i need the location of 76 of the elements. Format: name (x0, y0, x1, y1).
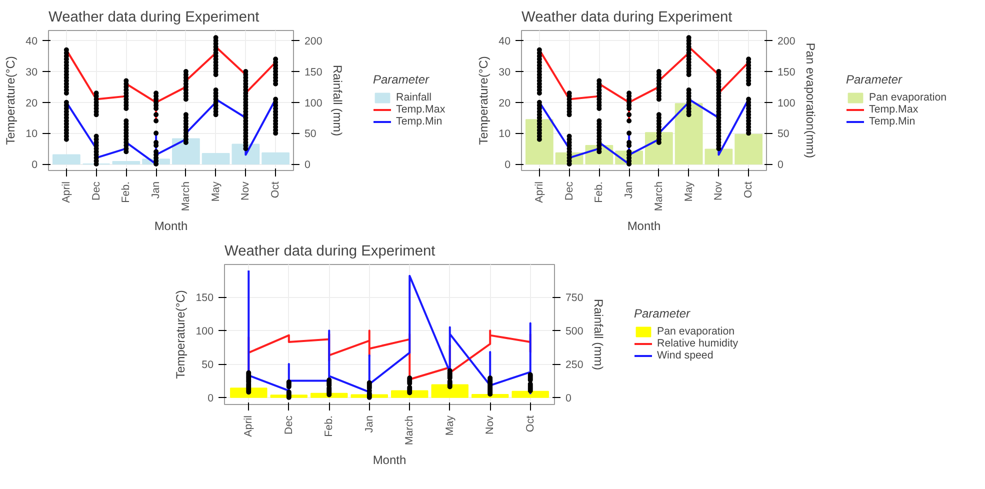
y-axis-title: Temperature(°C) (174, 290, 188, 379)
y2-tick-label: 200 (778, 36, 796, 48)
legend-label: Pan evaporation (657, 326, 735, 338)
y2-tick-label: 200 (304, 36, 322, 48)
y2-tick-label: 100 (778, 97, 796, 110)
x-tick-label: Dec (563, 180, 576, 200)
y2-axis-title: Pan evaporation(mm) (803, 42, 818, 158)
legend-label: Pan evaporation (869, 92, 947, 104)
y2-axis-title: Rainfall (mm) (591, 298, 606, 370)
legend-title: Parameter (634, 306, 692, 320)
y-tick-label: 40 (26, 36, 38, 48)
y2-tick-label: 750 (566, 292, 584, 304)
x-tick-label: Nov (240, 180, 252, 200)
y-tick-label: 10 (26, 128, 38, 140)
legend-title: Parameter (373, 72, 430, 86)
x-tick-label: Nov (484, 414, 496, 434)
x-tick-label: March (180, 181, 192, 212)
y-tick-label: 20 (26, 97, 38, 110)
x-tick-label: April (533, 181, 546, 203)
y-tick-label: 0 (208, 392, 214, 404)
legend-label: Temp.Min (869, 116, 916, 128)
chart-title: Weather data during Experiment (48, 10, 260, 26)
x-axis-title: Month (627, 219, 661, 234)
y-tick-label: 10 (498, 128, 511, 140)
y-tick-label: 50 (202, 359, 214, 372)
legend-label: Rainfall (396, 92, 432, 104)
x-tick-label: Jan (363, 415, 376, 433)
x-tick-label: March (652, 181, 665, 212)
x-tick-label: April (60, 181, 72, 203)
x-tick-label: Feb. (593, 181, 606, 203)
x-axis-title: Month (372, 453, 406, 468)
y-tick-label: 30 (26, 66, 38, 79)
y-tick-label: 0 (32, 159, 38, 172)
legend-label: Temp.Max (869, 104, 918, 116)
y2-tick-label: 500 (566, 326, 584, 338)
x-tick-label: Feb. (323, 415, 336, 437)
x-tick-label: April (242, 415, 255, 437)
y2-axis-title: Rainfall (mm) (330, 64, 344, 136)
y2-tick-label: 50 (778, 128, 790, 140)
x-tick-label: May (682, 180, 695, 202)
x-axis-title: Month (154, 219, 188, 234)
y2-tick-label: 250 (566, 359, 584, 372)
x-tick-label: Dec (90, 180, 102, 200)
legend-label: Temp.Min (396, 116, 442, 128)
legend-label: Wind speed (657, 350, 714, 362)
x-tick-label: May (444, 414, 456, 436)
y-tick-label: 40 (498, 36, 511, 48)
y-axis-title: Temperature(°C) (476, 56, 491, 145)
x-tick-label: March (404, 415, 416, 446)
y-tick-label: 150 (196, 292, 214, 304)
y2-tick-label: 50 (304, 128, 316, 140)
x-tick-label: Feb. (120, 181, 132, 203)
legend-label: Relative humidity (657, 338, 738, 350)
y2-tick-label: 150 (778, 66, 796, 79)
x-tick-label: Oct (524, 415, 536, 432)
y-tick-label: 30 (498, 66, 511, 79)
y2-tick-label: 0 (566, 392, 572, 404)
x-tick-label: Oct (270, 181, 282, 198)
x-tick-label: Dec (282, 414, 295, 434)
y2-tick-label: 0 (304, 159, 310, 172)
x-tick-label: Jan (150, 181, 162, 199)
y2-tick-label: 0 (778, 159, 784, 172)
x-tick-label: Jan (623, 181, 636, 199)
y-axis-title: Temperature(°C) (4, 56, 18, 145)
y-tick-label: 100 (196, 326, 214, 338)
y-tick-label: 0 (504, 159, 511, 172)
y2-tick-label: 150 (304, 66, 322, 79)
chart-title: Weather data during Experiment (224, 244, 436, 260)
legend-title: Parameter (846, 72, 904, 86)
x-tick-label: May (210, 180, 222, 202)
chart-title: Weather data during Experiment (522, 10, 732, 26)
x-tick-label: Nov (712, 180, 725, 200)
legend-label: Temp.Max (396, 104, 446, 116)
x-tick-label: Oct (742, 181, 755, 198)
y-tick-label: 20 (498, 97, 511, 110)
y2-tick-label: 100 (304, 97, 322, 110)
